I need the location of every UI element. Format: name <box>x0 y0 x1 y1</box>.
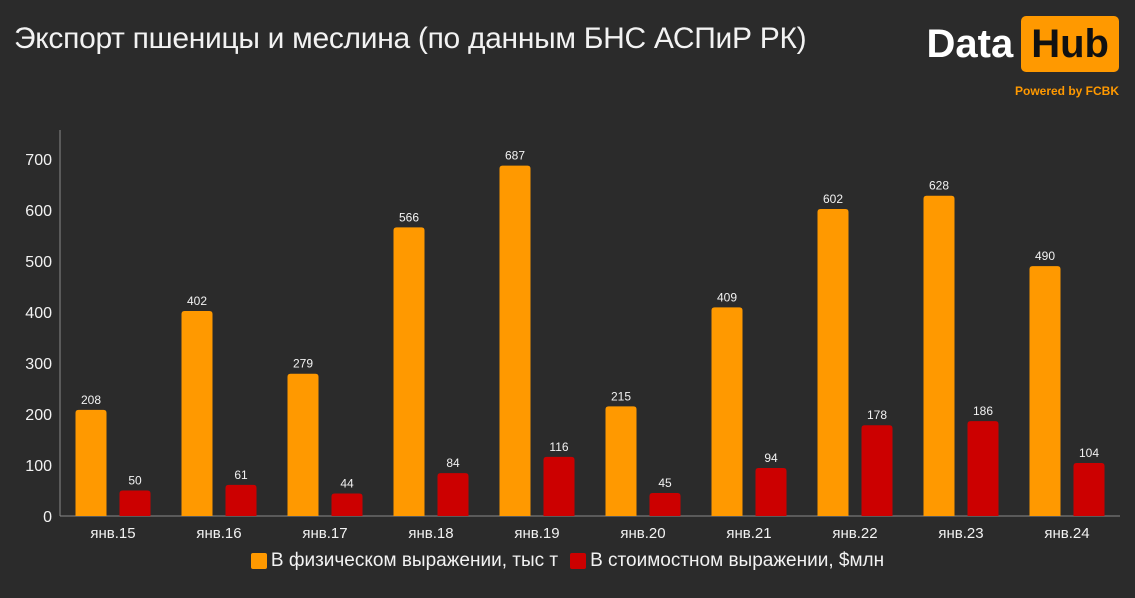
x-tick-label: янв.18 <box>408 525 453 542</box>
data-label: 94 <box>764 451 778 465</box>
data-label: 84 <box>446 456 460 470</box>
legend-label-physical: В физическом выражении, тыс т <box>270 550 559 571</box>
data-label: 208 <box>81 393 101 407</box>
bar-physical <box>287 373 319 516</box>
bar-value <box>861 425 893 516</box>
chart-title: Экспорт пшеницы и меслина (по данным БНС… <box>14 22 807 55</box>
data-label: 215 <box>611 389 631 403</box>
bar-physical <box>817 208 849 517</box>
data-label: 45 <box>658 476 672 490</box>
bar-physical <box>605 406 637 516</box>
bar-value <box>967 421 999 516</box>
x-tick-label: янв.23 <box>938 525 983 542</box>
x-tick-label: янв.21 <box>726 525 771 542</box>
x-tick-label: янв.19 <box>514 525 559 542</box>
chart-legend: В физическом выражении, тыс т В стоимост… <box>0 550 1135 572</box>
y-tick-label: 600 <box>25 203 52 220</box>
data-label: 279 <box>293 357 313 371</box>
bar-value <box>225 484 257 516</box>
bar-physical <box>393 227 425 516</box>
data-label: 566 <box>399 210 419 224</box>
y-tick-label: 500 <box>25 254 52 271</box>
datahub-logo: Data Hub <box>927 16 1119 72</box>
y-tick-label: 400 <box>25 305 52 322</box>
bar-value <box>1073 462 1105 516</box>
x-tick-label: янв.17 <box>302 525 347 542</box>
data-label: 178 <box>867 408 887 422</box>
x-tick-label: янв.16 <box>196 525 241 542</box>
data-label: 186 <box>973 404 993 418</box>
bar-value <box>755 468 787 516</box>
data-label: 104 <box>1079 446 1099 460</box>
x-tick-label: янв.24 <box>1044 525 1089 542</box>
x-tick-label: янв.15 <box>90 525 135 542</box>
data-label: 490 <box>1035 249 1055 263</box>
data-label: 409 <box>717 290 737 304</box>
bar-value <box>437 473 469 516</box>
legend-item-physical: В физическом выражении, тыс т <box>250 550 559 572</box>
y-tick-label: 100 <box>25 458 52 475</box>
logo-data-text: Data <box>926 21 1014 66</box>
bar-physical <box>923 195 955 516</box>
logo-hub-text: Hub <box>1021 16 1119 72</box>
legend-swatch-value <box>570 553 587 569</box>
y-tick-label: 300 <box>25 356 52 373</box>
y-tick-label: 0 <box>43 509 52 526</box>
y-tick-label: 200 <box>25 407 52 424</box>
legend-swatch-physical <box>250 553 267 569</box>
data-label: 628 <box>929 179 949 193</box>
data-label: 44 <box>340 477 354 491</box>
data-label: 116 <box>549 440 568 454</box>
bar-value <box>119 490 151 516</box>
bar-value <box>331 493 363 516</box>
bar-physical <box>499 165 531 516</box>
data-label: 61 <box>234 468 248 482</box>
legend-item-value: В стоимостном выражении, $млн <box>570 550 884 572</box>
bar-physical <box>75 409 107 516</box>
data-label: 402 <box>187 294 207 308</box>
bar-physical <box>1029 266 1061 516</box>
data-label: 602 <box>823 192 843 206</box>
bar-physical <box>181 310 213 516</box>
legend-label-value: В стоимостном выражении, $млн <box>590 550 885 571</box>
data-label: 50 <box>128 474 142 488</box>
x-tick-label: янв.22 <box>832 525 877 542</box>
x-tick-label: янв.20 <box>620 525 665 542</box>
bar-value <box>543 456 575 516</box>
bar-physical <box>711 307 743 516</box>
bar-value <box>649 493 681 516</box>
powered-by-text: Powered by FCBK <box>1014 84 1119 98</box>
data-label: 687 <box>505 149 525 163</box>
y-tick-label: 700 <box>25 152 52 169</box>
